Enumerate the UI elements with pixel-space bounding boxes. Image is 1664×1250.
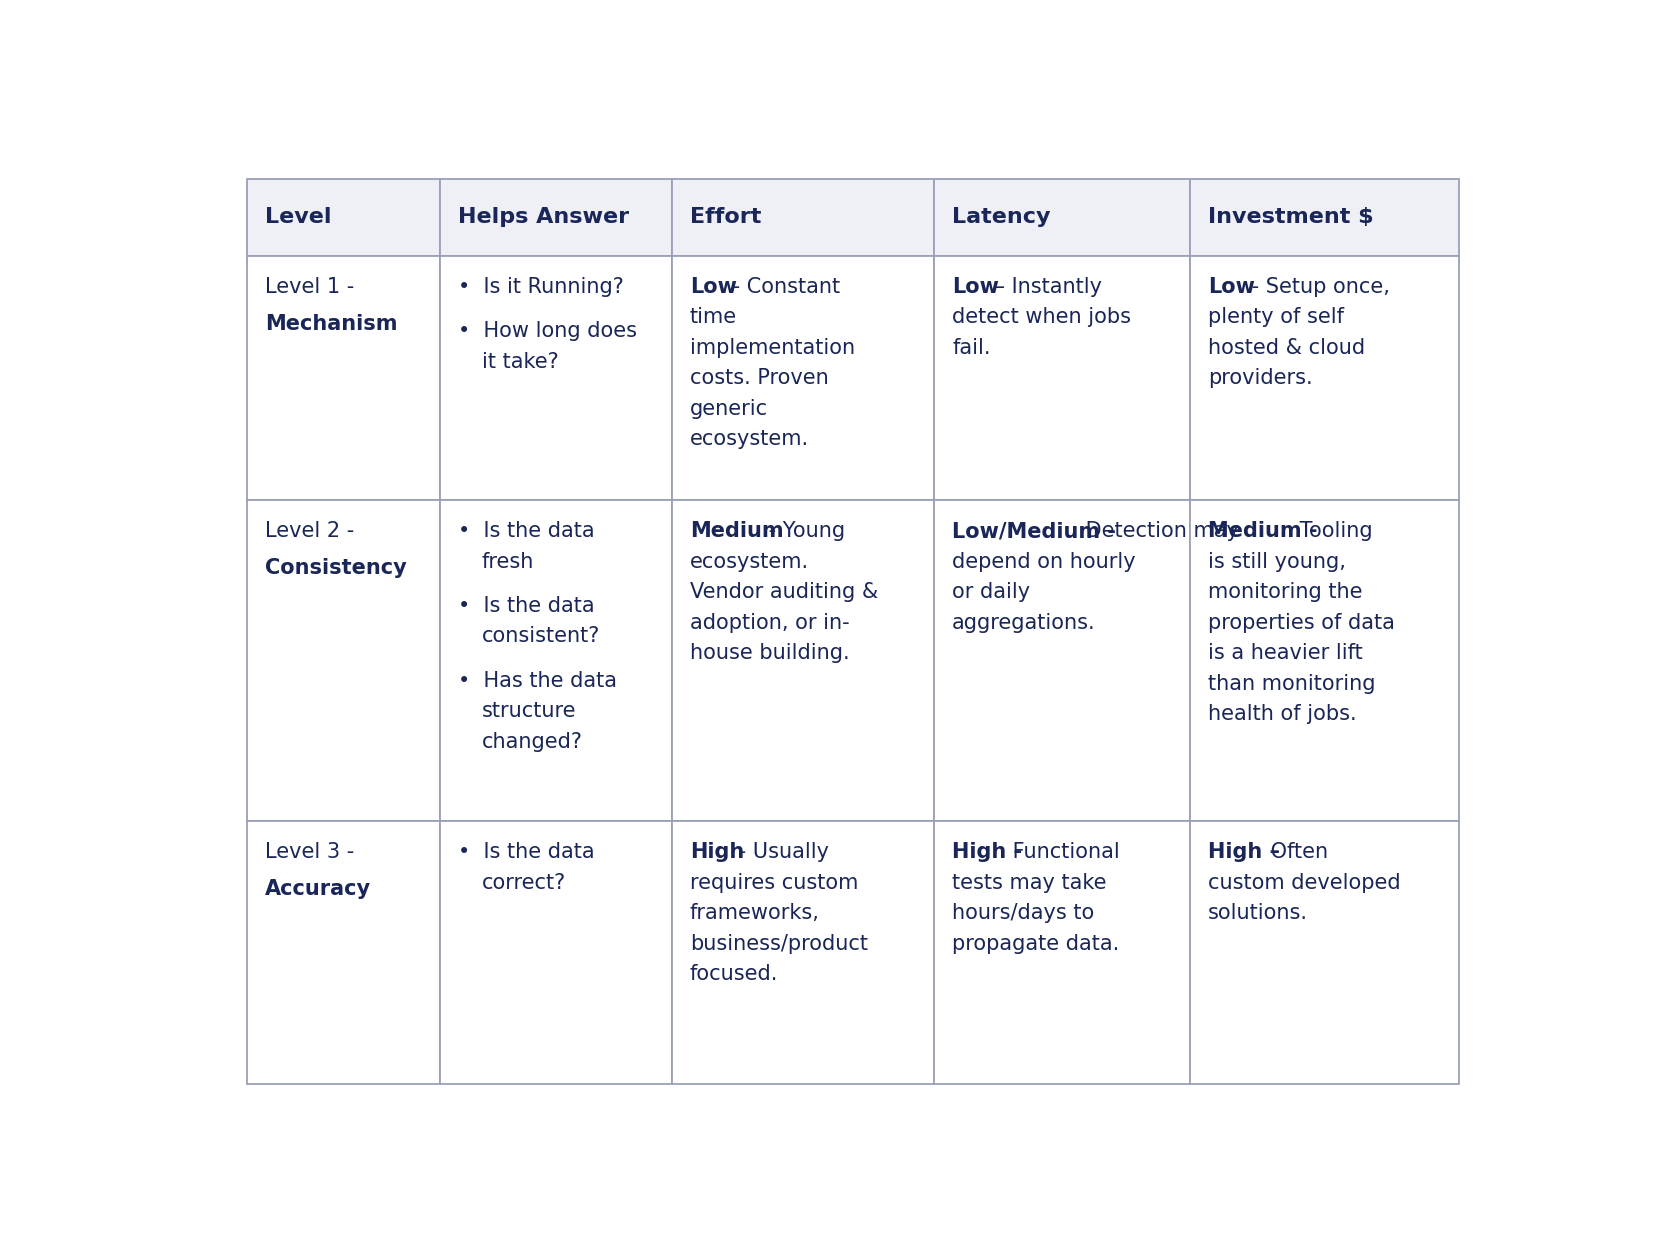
Text: ecosystem.: ecosystem.	[689, 429, 809, 449]
Bar	[246, 179, 441, 256]
Text: Investment $: Investment $	[1208, 208, 1374, 227]
Bar	[441, 179, 672, 256]
Text: depend on hourly: depend on hourly	[952, 551, 1137, 571]
Bar	[246, 821, 441, 1084]
Text: fresh: fresh	[481, 551, 534, 571]
Bar	[246, 256, 441, 500]
Bar	[1190, 500, 1459, 821]
Text: costs. Proven: costs. Proven	[689, 369, 829, 389]
Text: Low/Medium -: Low/Medium -	[952, 521, 1117, 541]
Text: house building.: house building.	[689, 644, 849, 664]
Bar	[672, 179, 934, 256]
Bar	[1190, 256, 1459, 500]
Text: than monitoring: than monitoring	[1208, 674, 1376, 694]
Text: Level: Level	[265, 208, 331, 227]
Text: Low: Low	[689, 278, 737, 298]
Text: it take?: it take?	[481, 351, 559, 371]
Text: Latency: Latency	[952, 208, 1050, 227]
Text: or daily: or daily	[952, 582, 1030, 602]
Text: Level 2 -: Level 2 -	[265, 521, 361, 541]
Text: detect when jobs: detect when jobs	[952, 308, 1132, 328]
Text: properties of data: properties of data	[1208, 612, 1394, 632]
Text: Level 1 -: Level 1 -	[265, 278, 361, 298]
Text: changed?: changed?	[481, 731, 582, 751]
Text: structure: structure	[481, 701, 576, 721]
Text: •  Is the data: • Is the data	[459, 596, 596, 616]
Text: implementation: implementation	[689, 338, 855, 357]
Text: Detection may: Detection may	[1080, 521, 1240, 541]
Text: fail.: fail.	[952, 338, 990, 357]
Text: Functional: Functional	[1007, 842, 1120, 862]
Text: Low: Low	[952, 278, 998, 298]
Text: hosted & cloud: hosted & cloud	[1208, 338, 1366, 357]
Text: •  Has the data: • Has the data	[459, 670, 617, 690]
Text: Tooling: Tooling	[1293, 521, 1373, 541]
Text: - Young: - Young	[762, 521, 845, 541]
Text: Mechanism: Mechanism	[265, 314, 398, 334]
Bar	[672, 256, 934, 500]
Text: •  Is it Running?: • Is it Running?	[459, 278, 624, 298]
Text: High –: High –	[1208, 842, 1280, 862]
Text: propagate data.: propagate data.	[952, 934, 1120, 954]
Text: frameworks,: frameworks,	[689, 904, 820, 924]
Text: High -: High -	[952, 842, 1022, 862]
Bar	[1190, 821, 1459, 1084]
Bar	[672, 821, 934, 1084]
Text: health of jobs.: health of jobs.	[1208, 704, 1356, 724]
Text: Vendor auditing &: Vendor auditing &	[689, 582, 879, 602]
Bar	[441, 821, 672, 1084]
Bar	[934, 256, 1190, 500]
Text: correct?: correct?	[481, 872, 566, 892]
Text: hours/days to: hours/days to	[952, 904, 1095, 924]
Bar	[934, 179, 1190, 256]
Text: – Instantly: – Instantly	[988, 278, 1103, 298]
Text: tests may take: tests may take	[952, 872, 1107, 892]
Text: •  Is the data: • Is the data	[459, 521, 596, 541]
Text: - Setup once,: - Setup once,	[1245, 278, 1389, 298]
Bar	[441, 500, 672, 821]
Text: •  Is the data: • Is the data	[459, 842, 596, 862]
Text: Medium: Medium	[689, 521, 784, 541]
Text: generic: generic	[689, 399, 767, 419]
Text: aggregations.: aggregations.	[952, 612, 1095, 632]
Text: is still young,: is still young,	[1208, 551, 1346, 571]
Text: Effort: Effort	[689, 208, 760, 227]
Text: providers.: providers.	[1208, 369, 1313, 389]
Text: monitoring the: monitoring the	[1208, 582, 1363, 602]
Text: ecosystem.: ecosystem.	[689, 551, 809, 571]
Text: custom developed: custom developed	[1208, 872, 1401, 892]
Bar	[441, 256, 672, 500]
Text: - Usually: - Usually	[732, 842, 829, 862]
Text: requires custom: requires custom	[689, 872, 859, 892]
Text: Often: Often	[1265, 842, 1328, 862]
Bar	[934, 500, 1190, 821]
Text: business/product: business/product	[689, 934, 867, 954]
Text: solutions.: solutions.	[1208, 904, 1308, 924]
Text: is a heavier lift: is a heavier lift	[1208, 644, 1363, 664]
Text: consistent?: consistent?	[481, 626, 601, 646]
Bar	[246, 500, 441, 821]
Text: time: time	[689, 308, 737, 328]
Bar	[1190, 179, 1459, 256]
Bar	[672, 500, 934, 821]
Text: High: High	[689, 842, 744, 862]
Text: Level 3 -: Level 3 -	[265, 842, 361, 862]
Bar	[934, 821, 1190, 1084]
Text: - Constant: - Constant	[726, 278, 840, 298]
Text: Accuracy: Accuracy	[265, 879, 371, 899]
Text: Helps Answer: Helps Answer	[459, 208, 629, 227]
Text: Consistency: Consistency	[265, 558, 406, 578]
Text: adoption, or in-: adoption, or in-	[689, 612, 849, 632]
Text: •  How long does: • How long does	[459, 321, 637, 341]
Text: Low: Low	[1208, 278, 1255, 298]
Text: focused.: focused.	[689, 964, 779, 984]
Text: Medium -: Medium -	[1208, 521, 1318, 541]
Text: plenty of self: plenty of self	[1208, 308, 1345, 328]
